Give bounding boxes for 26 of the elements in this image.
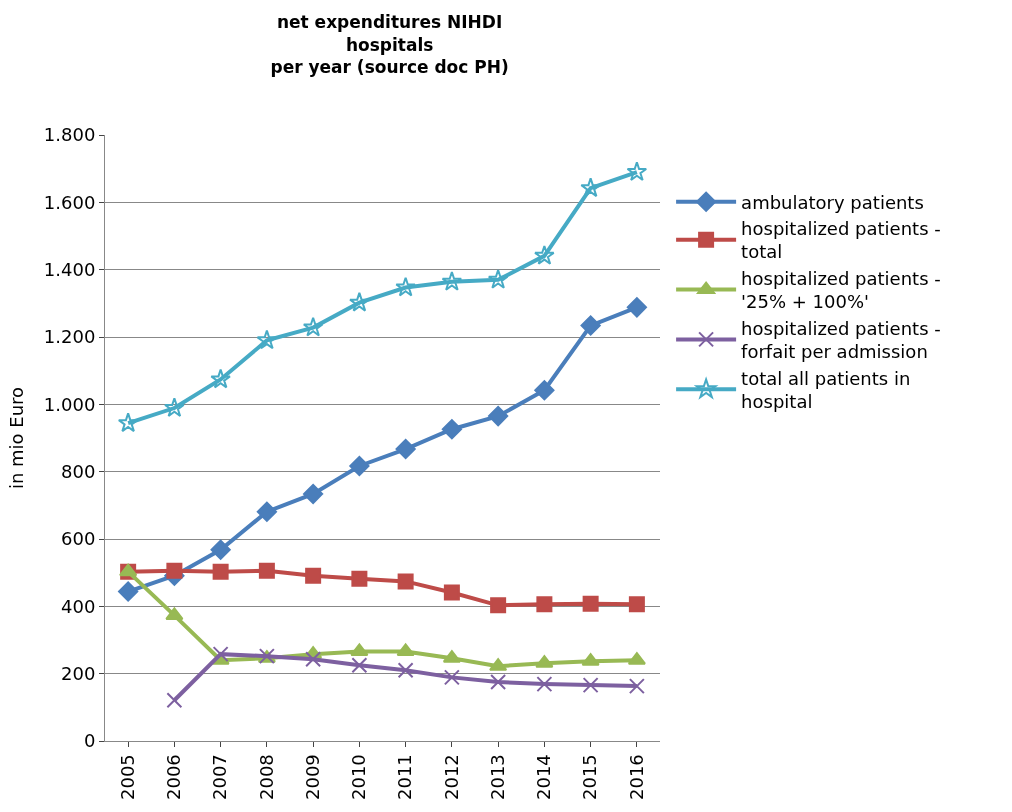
y-tick-label: 0 [83, 730, 96, 752]
y-tick-label: 1.200 [43, 326, 96, 348]
chart-title: net expenditures NIHDI hospitals per year (source doc PH) [270, 12, 509, 77]
legend-label: total all patients in hospital [741, 367, 911, 412]
y-tick-label: 1.800 [43, 124, 96, 146]
y-tick-label: 800 [61, 460, 96, 482]
y-tick-label: 600 [61, 528, 96, 550]
y-tick-label: 400 [61, 595, 96, 617]
legend-label: ambulatory patients [741, 191, 924, 213]
x-tick-label: 2015 [579, 754, 601, 801]
y-tick-label: 1.000 [43, 393, 96, 415]
x-tick-label: 2005 [116, 754, 138, 801]
y-tick-label: 1.400 [43, 258, 96, 280]
x-tick-label: 2007 [209, 754, 231, 801]
x-tick-label: 2010 [348, 754, 370, 801]
y-axis-title: in mio Euro [6, 386, 28, 490]
x-tick-label: 2009 [301, 754, 323, 801]
x-tick-label: 2011 [394, 754, 416, 801]
x-tick-label: 2014 [533, 754, 555, 801]
x-tick-label: 2008 [255, 754, 277, 801]
x-tick-label: 2013 [486, 754, 508, 801]
x-tick-label: 2006 [163, 754, 185, 801]
x-tick-label: 2016 [625, 754, 647, 801]
x-tick-label: 2012 [440, 754, 462, 801]
y-tick-label: 200 [61, 662, 96, 684]
y-tick-label: 1.600 [43, 191, 96, 213]
